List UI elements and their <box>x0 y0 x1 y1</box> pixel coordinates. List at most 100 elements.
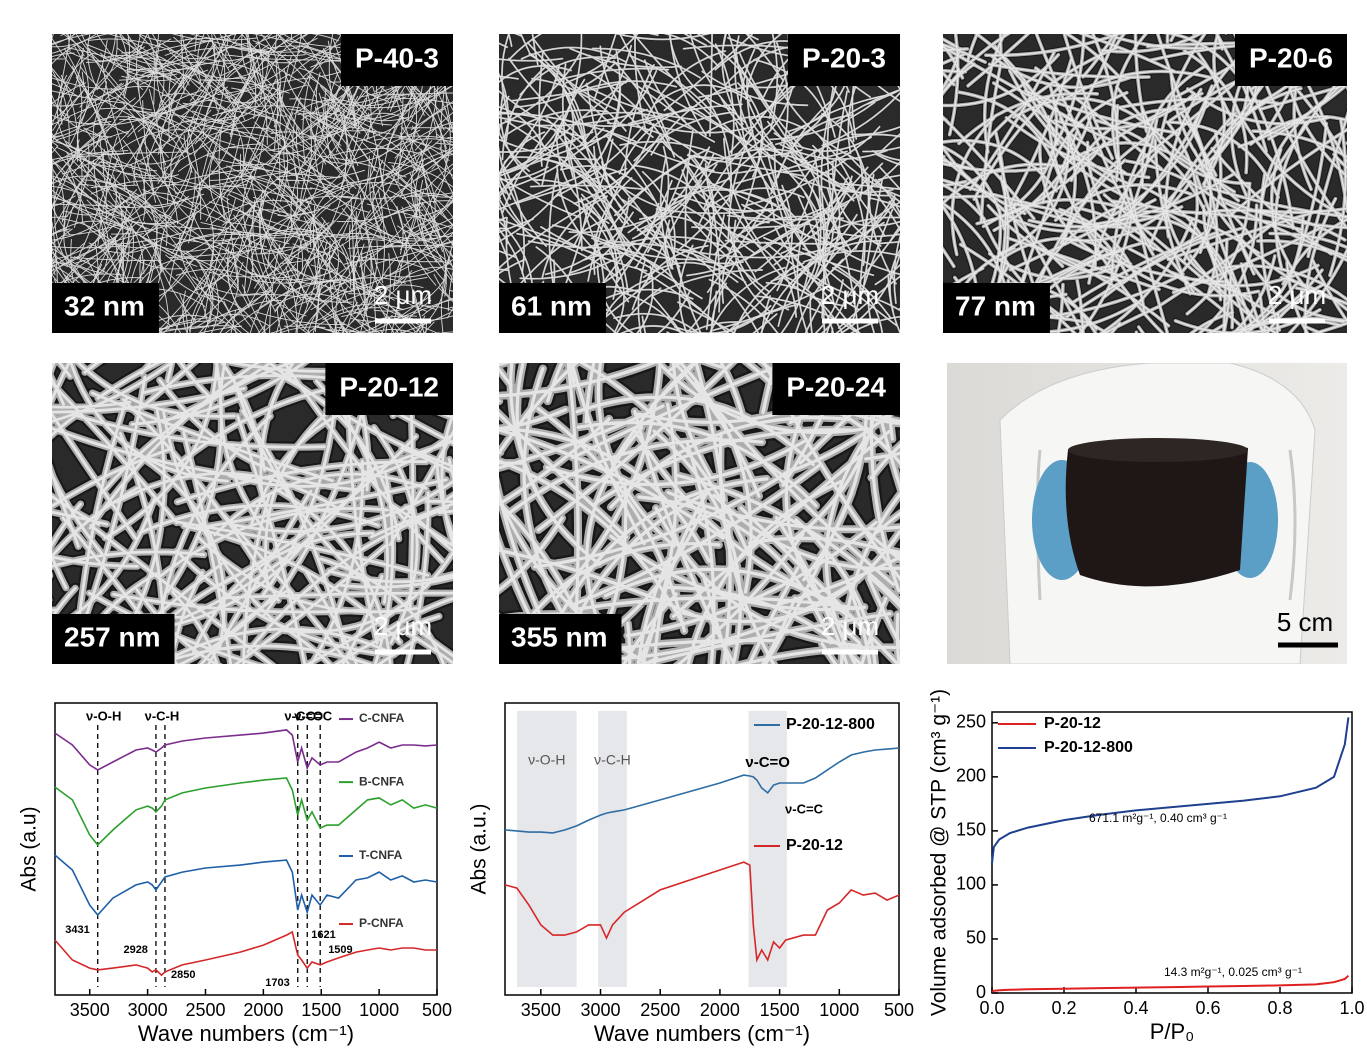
x-tick-label: 500 <box>422 1000 452 1020</box>
label-box <box>52 614 175 664</box>
y-tick-label: 50 <box>966 928 986 948</box>
legend-label: P-20-12-800 <box>786 716 875 733</box>
block-top <box>1068 438 1248 462</box>
series-line <box>991 974 1350 993</box>
x-tick-label: 0.2 <box>1051 998 1076 1018</box>
series-line <box>54 777 438 847</box>
diameter-label: 257 nm <box>64 621 161 652</box>
label-box <box>787 34 900 86</box>
bond-label: ν-C-H <box>594 752 631 768</box>
sample-label: P-20-24 <box>786 371 886 402</box>
fibers-highlight <box>499 363 900 664</box>
series-line <box>504 747 900 834</box>
legend-label: P-20-12 <box>1044 715 1101 732</box>
legend-label: P-20-12 <box>786 837 843 854</box>
legend-label: P-20-12-800 <box>1044 739 1133 756</box>
x-tick-label: 0.4 <box>1123 998 1148 1018</box>
x-axis-label: Wave numbers (cm⁻¹) <box>138 1021 354 1046</box>
annotation: 14.3 m²g⁻¹, 0.025 cm³ g⁻¹ <box>1164 965 1302 979</box>
peak-label: 1509 <box>328 944 352 956</box>
x-tick-label: 3000 <box>580 1000 620 1020</box>
series-line <box>991 717 1350 864</box>
sample-label: P-20-12 <box>339 371 439 402</box>
y-axis-label: Abs (a.u.) <box>468 803 491 894</box>
x-tick-label: 2000 <box>243 1000 283 1020</box>
diameter-label: 77 nm <box>955 290 1036 321</box>
y-axis-label: Volume adsorbed @ STP (cm³ g⁻¹) <box>928 689 951 1016</box>
sample-label: P-20-6 <box>1249 42 1333 73</box>
plot-frame <box>504 702 900 996</box>
x-tick-label: 1000 <box>819 1000 859 1020</box>
x-tick-label: 1.0 <box>1339 998 1364 1018</box>
diameter-label: 355 nm <box>511 621 608 652</box>
photo: 5 cm <box>947 363 1347 664</box>
sem-image <box>52 363 453 664</box>
diameter-label: 61 nm <box>511 290 592 321</box>
y-tick-label: 250 <box>956 712 986 732</box>
scale-label: 2 μm <box>374 280 432 310</box>
x-tick-label: 2500 <box>640 1000 680 1020</box>
peak-label: 1621 <box>311 929 335 941</box>
bond-label: ν-C=O <box>745 754 790 771</box>
bond-label: ν-C=O <box>284 708 323 723</box>
diameter-label: 32 nm <box>64 290 145 321</box>
label-box <box>943 283 1050 333</box>
legend-label: B-CNFA <box>359 774 405 788</box>
x-tick-label: 3500 <box>521 1000 561 1020</box>
label-box <box>340 34 453 86</box>
scale-label: 5 cm <box>1277 607 1333 637</box>
plot-frame <box>54 702 438 996</box>
scale-label: 2 μm <box>821 611 879 641</box>
y-tick-label: 200 <box>956 766 986 786</box>
label-box <box>499 283 606 333</box>
peak-label: 1703 <box>265 977 289 989</box>
bond-label: ν-C-H <box>145 708 180 723</box>
bond-label: ν-O-H <box>86 708 121 723</box>
band <box>598 711 627 987</box>
x-tick-label: 1000 <box>359 1000 399 1020</box>
aerogel-block <box>1065 439 1248 587</box>
peak-label: 3431 <box>65 924 89 936</box>
legend-label: C-CNFA <box>359 711 405 725</box>
sem-image <box>52 34 453 333</box>
x-axis-label: Wave numbers (cm⁻¹) <box>594 1021 810 1046</box>
y-tick-label: 100 <box>956 874 986 894</box>
legend-label: T-CNFA <box>359 848 403 862</box>
legend-label: P-CNFA <box>359 916 404 930</box>
x-tick-label: 2500 <box>185 1000 225 1020</box>
peak-label: 2850 <box>171 969 195 981</box>
series-line <box>54 729 438 771</box>
x-tick-label: 500 <box>884 1000 914 1020</box>
x-tick-label: 3000 <box>128 1000 168 1020</box>
y-tick-label: 0 <box>976 982 986 1002</box>
bond-label: ν-O-H <box>528 752 565 768</box>
peak-label: 2928 <box>123 944 147 956</box>
scale-label: 2 μm <box>374 611 432 641</box>
x-tick-label: 0.8 <box>1267 998 1292 1018</box>
x-tick-label: 0.0 <box>979 998 1004 1018</box>
series-line <box>54 854 438 917</box>
scale-label: 2 μm <box>821 280 879 310</box>
plot-frame <box>991 711 1353 994</box>
label-box <box>325 363 453 415</box>
sample-label: P-40-3 <box>355 42 439 73</box>
band <box>516 711 577 987</box>
fibers-highlight <box>943 34 1347 333</box>
label-box <box>499 614 622 664</box>
label-box <box>772 363 900 415</box>
annotation: 671.1 m²g⁻¹, 0.40 cm³ g⁻¹ <box>1089 811 1227 825</box>
scale-label: 2 μm <box>1268 280 1326 310</box>
sample-label: P-20-3 <box>802 42 886 73</box>
fibers-highlight <box>52 34 453 333</box>
x-tick-label: 1500 <box>760 1000 800 1020</box>
series-line <box>54 930 437 977</box>
label-box <box>52 283 159 333</box>
annotation: ν-C=C <box>785 801 824 816</box>
y-tick-label: 150 <box>956 820 986 840</box>
x-tick-label: 2000 <box>700 1000 740 1020</box>
label-box <box>1234 34 1347 86</box>
bond-label: ν-C=C <box>294 708 333 723</box>
x-axis-label: P/P₀ <box>1150 1019 1195 1044</box>
x-tick-label: 0.6 <box>1195 998 1220 1018</box>
